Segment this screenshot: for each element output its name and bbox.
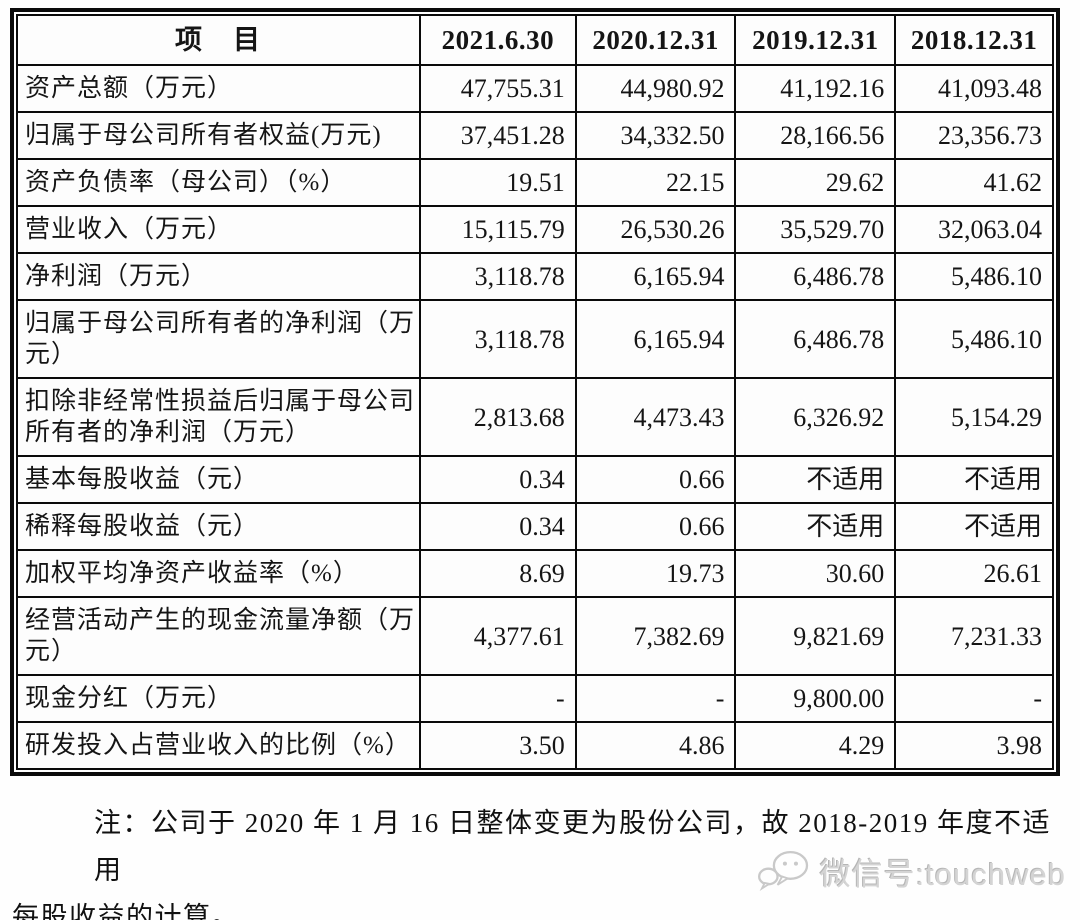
wechat-watermark: 微信号:touchweb (756, 848, 1066, 894)
value-cell: 15,115.79 (419, 205, 577, 254)
value-cell: 5,154.29 (894, 377, 1054, 457)
watermark-text: 微信号:touchweb (819, 856, 1066, 892)
table-row-cash-dividend: 现金分红（万元） - - 9,800.00 - (16, 674, 1054, 723)
value-cell: 6,486.78 (734, 299, 897, 379)
wechat-icon (756, 848, 812, 894)
value-cell: 26.61 (894, 549, 1054, 598)
value-cell: 不适用 (734, 455, 897, 504)
value-cell: 6,165.94 (574, 299, 737, 379)
value-cell: - (574, 674, 737, 723)
row-label: 加权平均净资产收益率（%） (16, 549, 421, 598)
col-header-item: 项 目 (16, 14, 421, 66)
note-line: 注：公司于 2020 年 1 月 16 日整体变更为股份公司，故 2018-20… (94, 808, 1051, 885)
table-row-total-assets: 资产总额（万元） 47,755.31 44,980.92 41,192.16 4… (16, 64, 1054, 113)
value-cell: 2,813.68 (419, 377, 577, 457)
value-cell: 0.66 (574, 455, 737, 504)
financial-table-frame: 项 目 2021.6.30 2020.12.31 2019.12.31 2018… (10, 8, 1060, 776)
value-cell: 34,332.50 (574, 111, 737, 160)
value-cell: 不适用 (894, 502, 1054, 551)
table-row-diluted-eps: 稀释每股收益（元） 0.34 0.66 不适用 不适用 (16, 502, 1054, 551)
value-cell: 4,473.43 (574, 377, 737, 457)
row-label: 基本每股收益（元） (16, 455, 421, 504)
table-note: 注：公司于 2020 年 1 月 16 日整体变更为股份公司，故 2018-20… (12, 800, 1068, 920)
row-label: 净利润（万元） (16, 252, 421, 301)
value-cell: 19.73 (574, 549, 737, 598)
row-label: 营业收入（万元） (16, 205, 421, 254)
table-row-weighted-roe: 加权平均净资产收益率（%） 8.69 19.73 30.60 26.61 (16, 549, 1054, 598)
value-cell: 29.62 (734, 158, 897, 207)
value-cell: 0.66 (574, 502, 737, 551)
header-row: 项 目 2021.6.30 2020.12.31 2019.12.31 2018… (16, 14, 1054, 66)
value-cell: 35,529.70 (734, 205, 897, 254)
row-label: 现金分红（万元） (16, 674, 421, 723)
value-cell: 6,486.78 (734, 252, 897, 301)
row-label: 资产负债率（母公司）（%） (16, 158, 421, 207)
value-cell: 26,530.26 (574, 205, 737, 254)
value-cell: 19.51 (419, 158, 577, 207)
value-cell: 3,118.78 (419, 299, 577, 379)
value-cell: 5,486.10 (894, 299, 1054, 379)
table-row-revenue: 营业收入（万元） 15,115.79 26,530.26 35,529.70 3… (16, 205, 1054, 254)
table-row-parent-equity: 归属于母公司所有者权益(万元) 37,451.28 34,332.50 28,1… (16, 111, 1054, 160)
value-cell: 22.15 (574, 158, 737, 207)
value-cell: 3.50 (419, 721, 577, 770)
value-cell: 4,377.61 (419, 596, 577, 676)
col-header-2020-12-31: 2020.12.31 (574, 14, 737, 66)
row-label: 归属于母公司所有者权益(万元) (16, 111, 421, 160)
row-label: 归属于母公司所有者的净利润（万元） (16, 299, 421, 379)
value-cell: 9,800.00 (734, 674, 897, 723)
value-cell: 8.69 (419, 549, 577, 598)
value-cell: 47,755.31 (419, 64, 577, 113)
value-cell: 3,118.78 (419, 252, 577, 301)
note-line: 每股收益的计算。 (12, 902, 240, 920)
value-cell: 0.34 (419, 455, 577, 504)
value-cell: 28,166.56 (734, 111, 897, 160)
value-cell: 23,356.73 (894, 111, 1054, 160)
table-row-basic-eps: 基本每股收益（元） 0.34 0.66 不适用 不适用 (16, 455, 1054, 504)
table-row-operating-cash-flow: 经营活动产生的现金流量净额（万元） 4,377.61 7,382.69 9,82… (16, 596, 1054, 676)
value-cell: 6,326.92 (734, 377, 897, 457)
value-cell: 44,980.92 (574, 64, 737, 113)
row-label: 稀释每股收益（元） (16, 502, 421, 551)
value-cell: 32,063.04 (894, 205, 1054, 254)
value-cell: 4.29 (734, 721, 897, 770)
value-cell: 9,821.69 (734, 596, 897, 676)
value-cell: - (894, 674, 1054, 723)
value-cell: 30.60 (734, 549, 897, 598)
row-label: 研发投入占营业收入的比例（%） (16, 721, 421, 770)
value-cell: 41,192.16 (734, 64, 897, 113)
value-cell: 5,486.10 (894, 252, 1054, 301)
col-header-2019-12-31: 2019.12.31 (734, 14, 897, 66)
value-cell: - (419, 674, 577, 723)
value-cell: 6,165.94 (574, 252, 737, 301)
row-label: 经营活动产生的现金流量净额（万元） (16, 596, 421, 676)
value-cell: 41.62 (894, 158, 1054, 207)
financial-summary-table: 项 目 2021.6.30 2020.12.31 2019.12.31 2018… (16, 14, 1054, 770)
col-header-2021-06-30: 2021.6.30 (419, 14, 577, 66)
value-cell: 4.86 (574, 721, 737, 770)
value-cell: 41,093.48 (894, 64, 1054, 113)
value-cell: 7,231.33 (894, 596, 1054, 676)
value-cell: 0.34 (419, 502, 577, 551)
value-cell: 不适用 (894, 455, 1054, 504)
table-row-parent-net-profit: 归属于母公司所有者的净利润（万元） 3,118.78 6,165.94 6,48… (16, 299, 1054, 379)
col-header-2018-12-31: 2018.12.31 (894, 14, 1054, 66)
row-label: 扣除非经常性损益后归属于母公司所有者的净利润（万元） (16, 377, 421, 457)
value-cell: 7,382.69 (574, 596, 737, 676)
table-row-net-profit: 净利润（万元） 3,118.78 6,165.94 6,486.78 5,486… (16, 252, 1054, 301)
table-row-debt-ratio: 资产负债率（母公司）（%） 19.51 22.15 29.62 41.62 (16, 158, 1054, 207)
value-cell: 37,451.28 (419, 111, 577, 160)
value-cell: 3.98 (894, 721, 1054, 770)
row-label: 资产总额（万元） (16, 64, 421, 113)
table-row-rd-ratio: 研发投入占营业收入的比例（%） 3.50 4.86 4.29 3.98 (16, 721, 1054, 770)
value-cell: 不适用 (734, 502, 897, 551)
table-row-deducted-net-profit: 扣除非经常性损益后归属于母公司所有者的净利润（万元） 2,813.68 4,47… (16, 377, 1054, 457)
